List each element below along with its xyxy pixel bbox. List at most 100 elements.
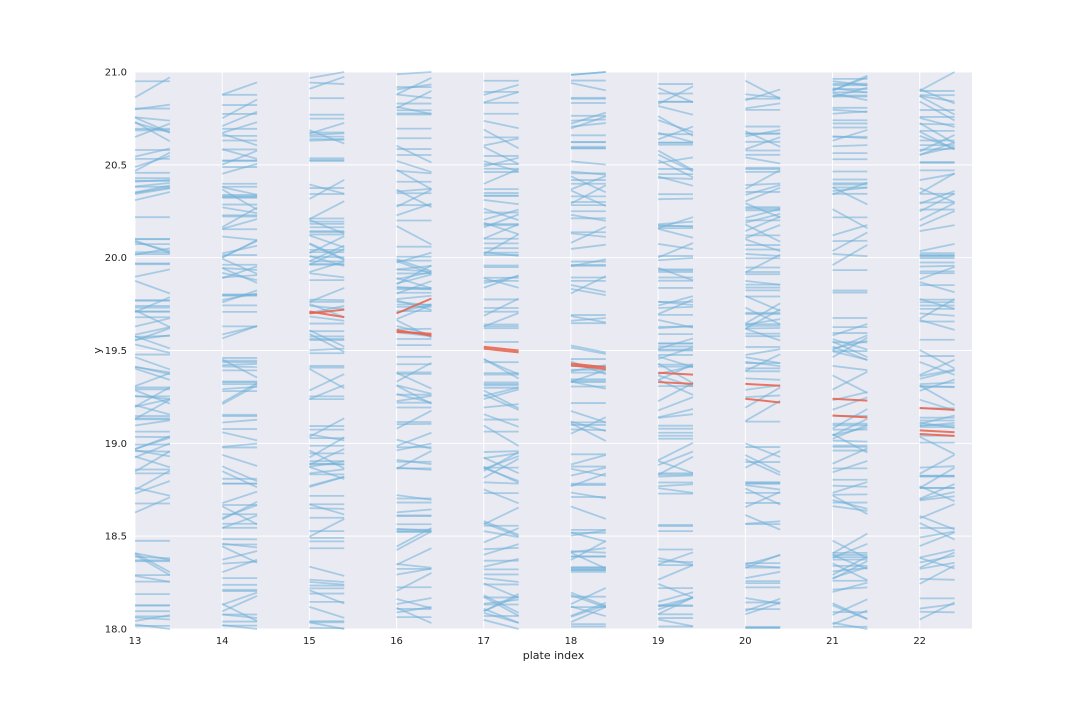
background-segment	[745, 327, 781, 342]
background-segment	[308, 200, 345, 221]
background-segment	[134, 480, 171, 495]
background-segment	[222, 442, 258, 448]
background-segment	[657, 583, 694, 599]
background-segment	[570, 529, 606, 537]
background-segment	[657, 596, 694, 608]
background-segment	[134, 469, 171, 491]
background-segment	[570, 410, 607, 424]
background-segment	[745, 377, 781, 381]
background-segment	[308, 518, 345, 538]
background-segment	[745, 182, 781, 186]
background-segment	[309, 565, 345, 577]
background-segment	[919, 381, 955, 386]
background-segment	[396, 327, 432, 331]
background-segment	[134, 268, 171, 278]
background-segment	[396, 530, 432, 551]
background-segment	[396, 563, 432, 569]
background-segment	[483, 128, 520, 150]
background-segment	[483, 137, 519, 147]
background-segment	[570, 160, 606, 166]
background-segment	[919, 281, 955, 294]
background-segment	[570, 551, 607, 570]
background-segment	[134, 496, 171, 514]
highlight-segment	[396, 330, 432, 335]
background-segment	[396, 527, 432, 532]
background-segment	[745, 184, 781, 196]
background-segment	[309, 606, 345, 619]
background-segment	[657, 408, 694, 419]
background-segment	[396, 384, 432, 405]
background-segment	[919, 202, 955, 221]
background-segment	[396, 169, 432, 190]
background-segment	[222, 385, 258, 391]
background-segment	[396, 597, 432, 606]
background-segment	[570, 170, 606, 176]
background-segment	[309, 244, 345, 263]
background-segment	[309, 462, 345, 466]
background-segment	[919, 454, 955, 475]
background-segment	[919, 116, 955, 128]
background-segment	[396, 271, 432, 281]
background-segment	[308, 373, 345, 392]
background-segment	[483, 312, 519, 328]
background-segment	[483, 452, 519, 460]
background-segment	[483, 594, 520, 614]
background-segment	[222, 206, 258, 214]
background-segment	[483, 451, 520, 472]
background-segment	[570, 591, 607, 607]
background-segment	[396, 409, 432, 430]
background-segment	[134, 187, 171, 195]
highlight-segment	[658, 381, 694, 385]
background-segment	[396, 384, 432, 395]
background-segment	[570, 122, 606, 128]
background-segment	[832, 87, 868, 94]
background-segment	[832, 110, 868, 115]
background-segment	[919, 577, 955, 581]
background-segment	[745, 601, 781, 616]
background-segment	[309, 243, 345, 261]
background-segment	[745, 597, 781, 605]
background-segment	[221, 188, 258, 211]
background-segment	[221, 206, 258, 229]
highlight-segment	[309, 310, 345, 319]
background-segment	[396, 71, 432, 76]
background-segment	[309, 183, 345, 195]
background-segment	[309, 589, 345, 605]
background-segment	[134, 155, 171, 168]
background-segment	[832, 244, 868, 266]
background-segment	[396, 607, 432, 624]
y-tick-label: 18.5	[105, 532, 127, 543]
background-segment	[221, 384, 258, 405]
background-segment	[309, 75, 345, 90]
background-segment	[919, 95, 955, 116]
background-segment	[483, 577, 519, 583]
background-segment	[396, 225, 432, 246]
y-tick-label: 19.0	[105, 439, 127, 450]
background-segment	[832, 144, 868, 148]
background-segment	[744, 306, 781, 326]
background-segment	[832, 481, 868, 494]
background-segment	[221, 257, 258, 275]
background-segment	[570, 213, 606, 222]
background-segment	[657, 551, 694, 566]
background-segment	[483, 275, 519, 284]
background-segment	[570, 422, 607, 442]
background-segment	[134, 239, 171, 254]
background-segment	[134, 555, 170, 560]
background-segment	[657, 596, 694, 615]
y-tick-label: 19.5	[105, 346, 127, 357]
background-segment	[396, 169, 432, 175]
highlight-segment	[832, 397, 868, 402]
background-segment	[221, 121, 258, 134]
background-segment	[309, 476, 345, 488]
background-segment	[832, 604, 868, 620]
background-segment	[744, 223, 781, 243]
background-segment	[570, 287, 606, 297]
background-segment	[483, 386, 519, 397]
background-segment	[832, 208, 868, 229]
background-segment	[483, 593, 520, 613]
background-segment	[744, 224, 781, 240]
background-segment	[744, 450, 781, 469]
background-segment	[657, 125, 694, 141]
background-segment	[483, 413, 519, 428]
